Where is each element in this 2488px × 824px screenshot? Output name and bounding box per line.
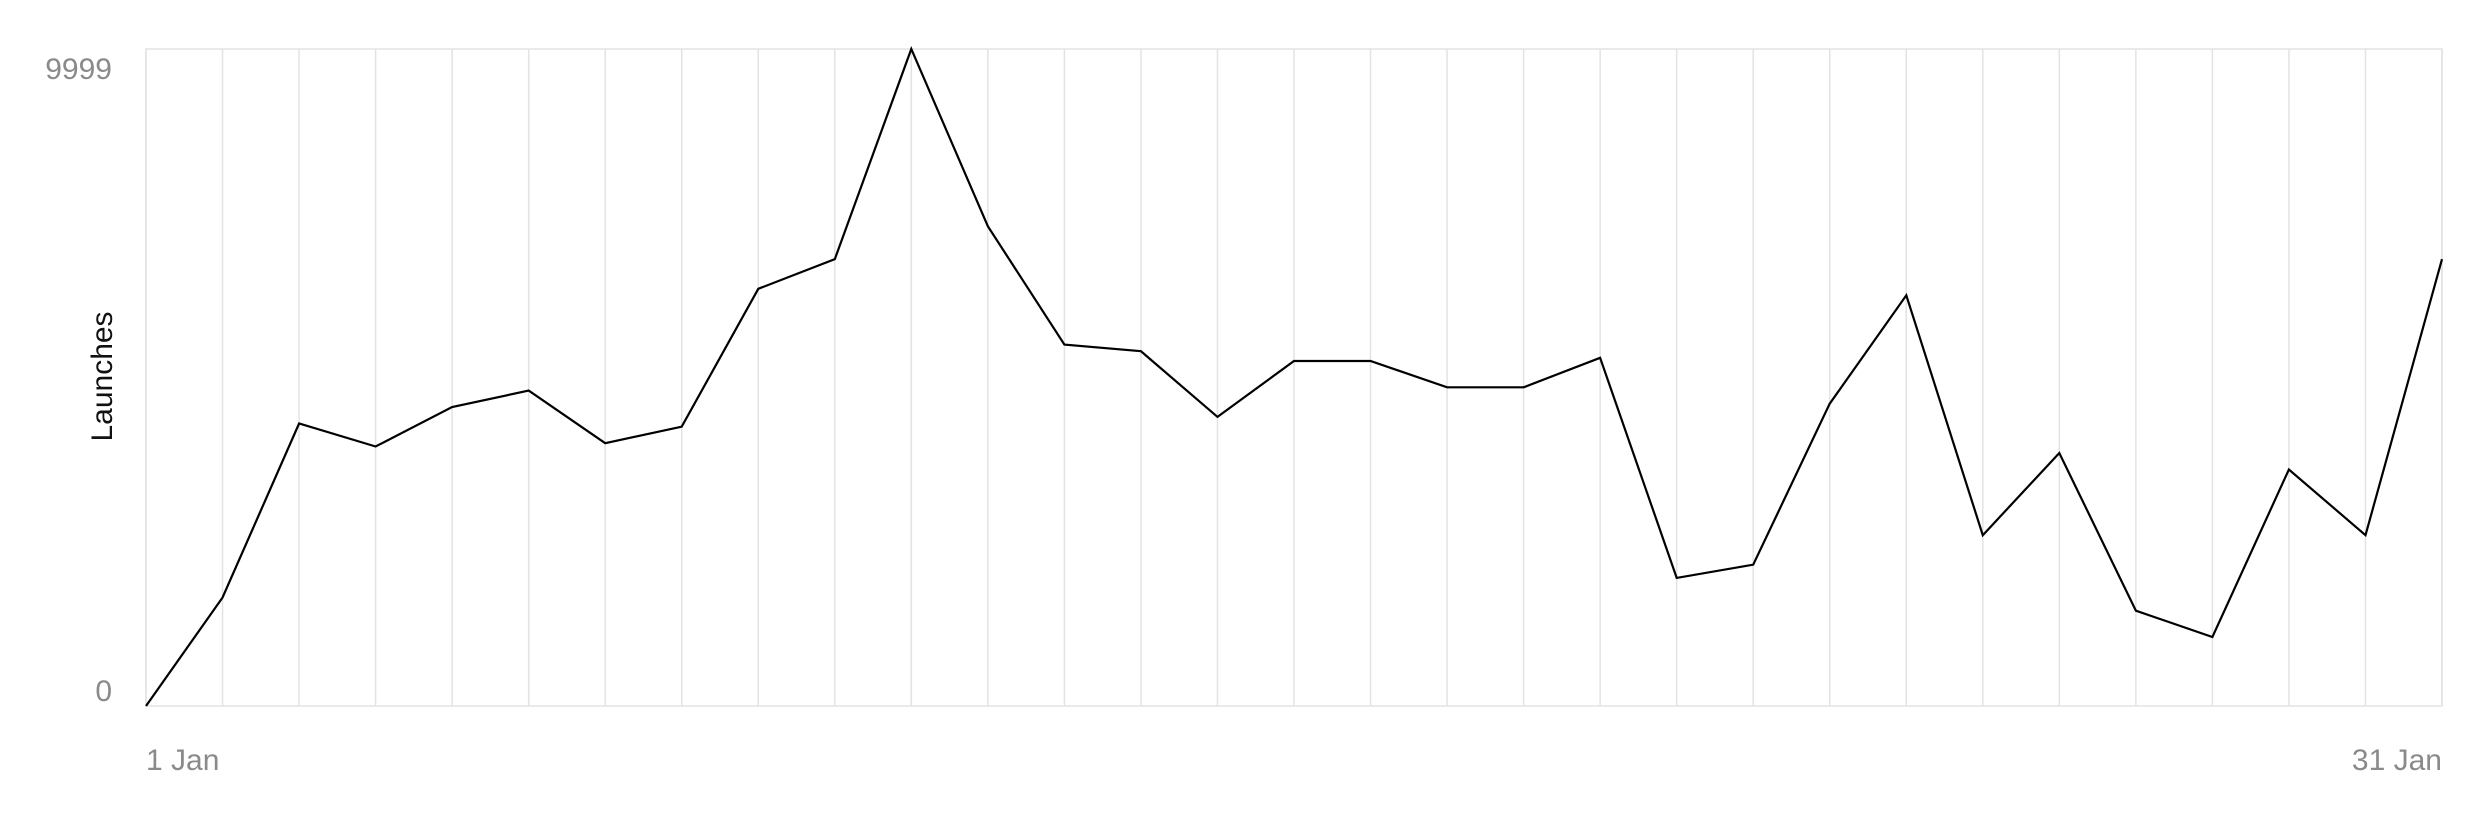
y-axis-title: Launches bbox=[86, 311, 119, 441]
y-tick-label: 9999 bbox=[45, 53, 112, 86]
x-tick-label: 31 Jan bbox=[2352, 744, 2442, 777]
plot-area-border bbox=[145, 48, 2443, 707]
x-tick-label: 1 Jan bbox=[146, 744, 219, 777]
y-tick-label: 0 bbox=[95, 675, 112, 708]
gridlines bbox=[145, 49, 2443, 706]
series-line bbox=[145, 46, 2444, 707]
